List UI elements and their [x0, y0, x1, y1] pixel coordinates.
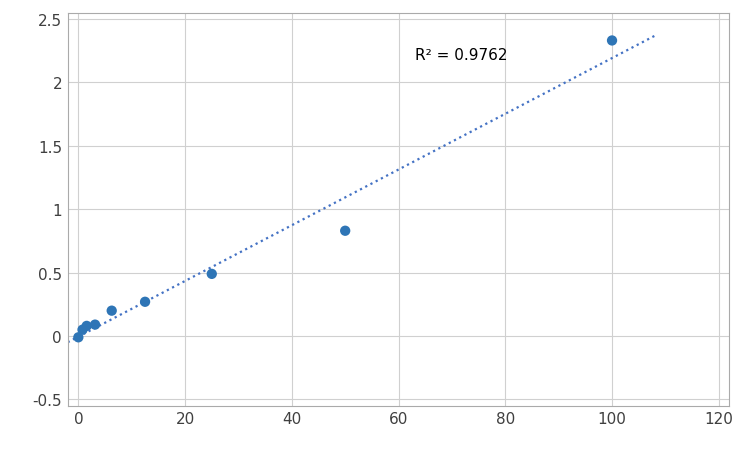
Text: R² = 0.9762: R² = 0.9762 [414, 48, 507, 63]
Point [139, 299, 151, 306]
Point [80, 322, 92, 330]
Point [106, 308, 118, 315]
Point [606, 38, 618, 45]
Point [339, 228, 351, 235]
Point [89, 321, 101, 328]
Point [77, 327, 89, 334]
Point [206, 271, 218, 278]
Point [72, 334, 84, 341]
